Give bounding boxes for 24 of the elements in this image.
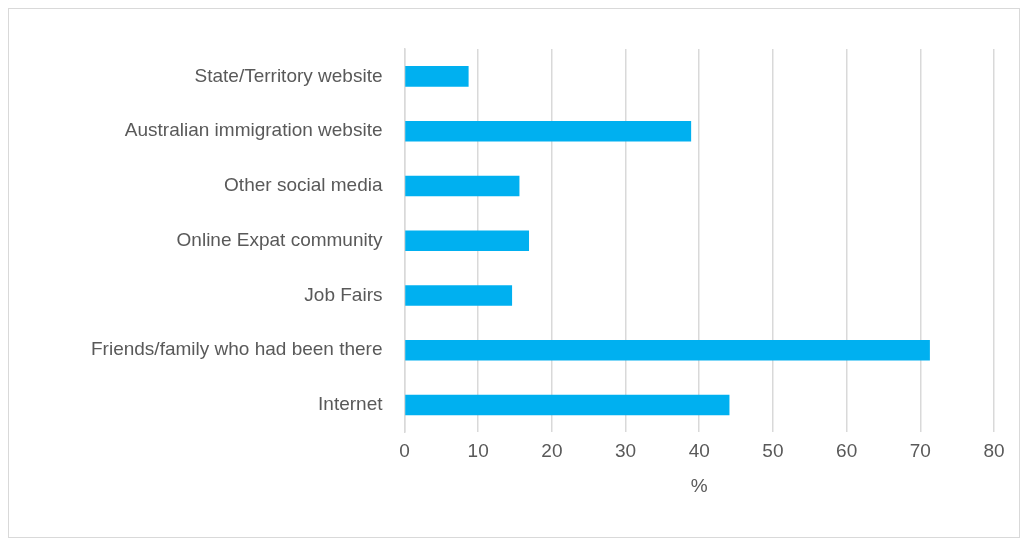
x-tick-label: 70 [909, 440, 931, 462]
x-tick-label: 50 [762, 440, 784, 462]
x-axis-title: % [690, 474, 708, 496]
bar [405, 66, 469, 87]
y-tick-label: Other social media [224, 174, 383, 196]
y-tick-label: Friends/family who had been there [90, 338, 383, 360]
y-tick-label: State/Territory website [194, 64, 383, 86]
bar [405, 285, 513, 306]
x-tick-label: 40 [688, 440, 710, 462]
y-tick-label: Online Expat community [176, 228, 383, 250]
y-tick-label: Australian immigration website [124, 119, 383, 141]
bar [405, 120, 692, 142]
bar [405, 394, 730, 416]
x-tick-label: 0 [399, 440, 410, 462]
x-tick-label: 60 [836, 440, 858, 462]
x-tick-label: 80 [983, 440, 1005, 462]
x-tick-label: 20 [541, 440, 563, 462]
y-tick-label: Job Fairs [304, 283, 383, 305]
bar [405, 339, 930, 361]
x-tick-label: 30 [614, 440, 637, 462]
bar [405, 175, 520, 197]
x-tick-label: 10 [467, 440, 489, 462]
bar [405, 230, 530, 251]
y-tick-label: Internet [318, 393, 384, 415]
